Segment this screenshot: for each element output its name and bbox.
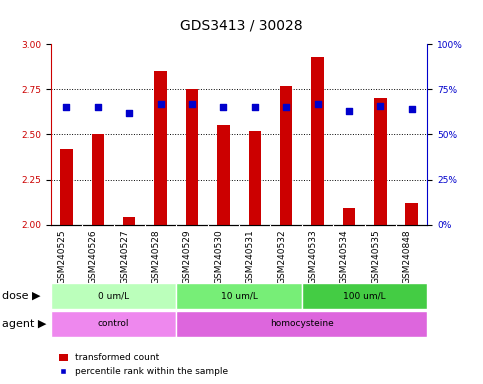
Point	[156, 101, 164, 107]
Bar	[51, 311, 176, 337]
Text: GSM240527: GSM240527	[120, 229, 129, 284]
Bar	[185, 89, 199, 225]
Text: GSM240529: GSM240529	[183, 229, 192, 284]
Point	[282, 104, 290, 111]
Point	[126, 110, 133, 116]
Bar	[123, 217, 135, 225]
Bar	[280, 86, 293, 225]
Legend: transformed count, percentile rank within the sample: transformed count, percentile rank withi…	[55, 350, 232, 379]
Point	[377, 103, 384, 109]
Text: GSM240530: GSM240530	[214, 229, 223, 284]
Bar	[312, 57, 324, 225]
Point	[408, 106, 415, 112]
Text: GSM240525: GSM240525	[57, 229, 67, 284]
Text: GSM240535: GSM240535	[371, 229, 381, 284]
Point	[314, 101, 322, 107]
Text: GSM240533: GSM240533	[309, 229, 318, 284]
Point	[188, 101, 196, 107]
Text: 0 um/L: 0 um/L	[98, 291, 129, 301]
Bar	[176, 283, 302, 309]
Text: GDS3413 / 30028: GDS3413 / 30028	[180, 19, 303, 33]
Text: dose ▶: dose ▶	[2, 291, 41, 301]
Bar	[92, 134, 104, 225]
Text: homocysteine: homocysteine	[270, 319, 334, 328]
Text: 100 um/L: 100 um/L	[343, 291, 386, 301]
Text: GSM240528: GSM240528	[152, 229, 160, 284]
Point	[63, 104, 71, 111]
Point	[219, 104, 227, 111]
Bar	[176, 311, 427, 337]
Text: 10 um/L: 10 um/L	[221, 291, 257, 301]
Text: GSM240532: GSM240532	[277, 229, 286, 284]
Bar	[154, 71, 167, 225]
Bar	[374, 98, 386, 225]
Bar	[343, 209, 355, 225]
Point	[251, 104, 259, 111]
Text: agent ▶: agent ▶	[2, 319, 47, 329]
Text: GSM240534: GSM240534	[340, 229, 349, 284]
Text: GSM240848: GSM240848	[403, 229, 412, 284]
Text: GSM240531: GSM240531	[246, 229, 255, 284]
Text: control: control	[98, 319, 129, 328]
Point	[345, 108, 353, 114]
Text: GSM240526: GSM240526	[89, 229, 98, 284]
Bar	[60, 149, 72, 225]
Bar	[248, 131, 261, 225]
Point	[94, 104, 101, 111]
Bar	[51, 283, 176, 309]
Bar	[217, 126, 230, 225]
Bar	[302, 283, 427, 309]
Bar	[406, 203, 418, 225]
